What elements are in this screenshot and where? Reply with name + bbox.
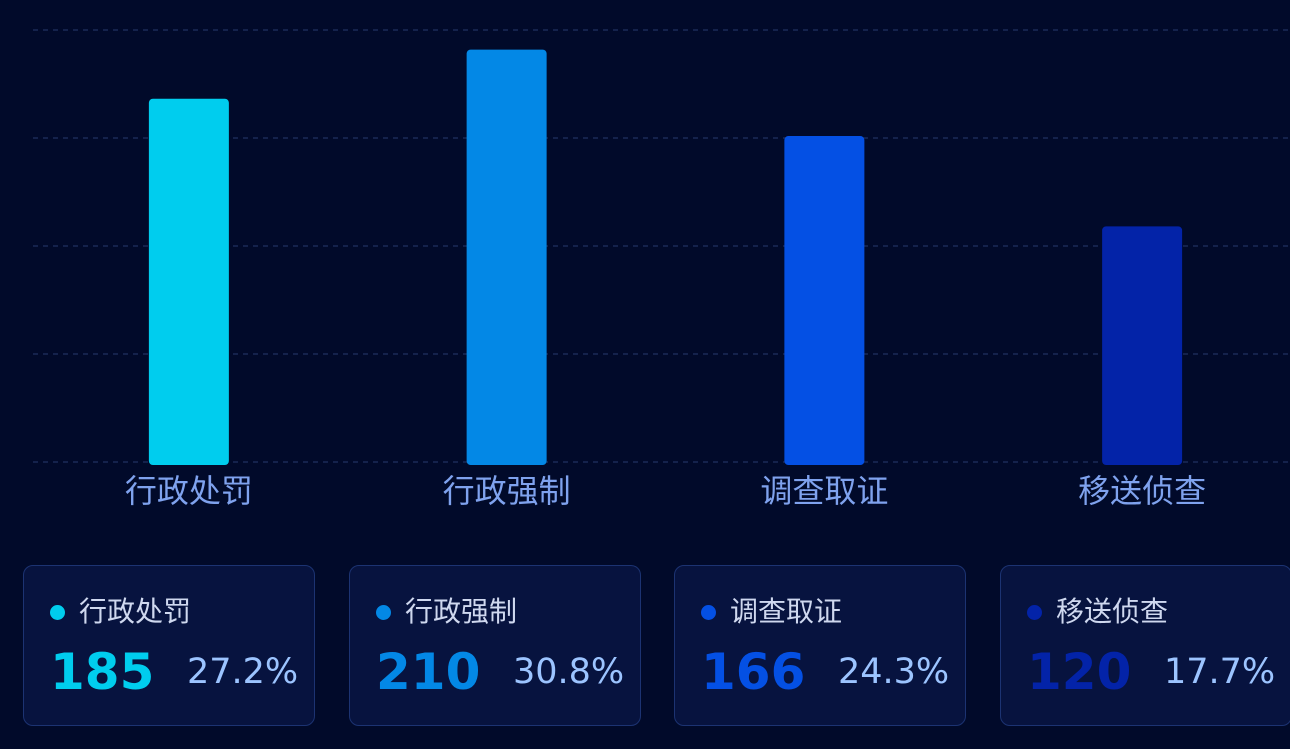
card-label: 移送侦查 (1056, 595, 1169, 628)
stat-card-administrative-enforcement: 行政强制 210 30.8% (349, 565, 641, 726)
card-count: 166 (701, 643, 806, 701)
x-tick-label: 行政强制 (443, 472, 571, 510)
stat-card-transfer: 移送侦查 120 17.7% (1000, 565, 1290, 726)
legend-dot (376, 604, 391, 620)
bar-3 (784, 136, 865, 465)
bar-1 (148, 98, 229, 466)
card-percent: 24.3% (838, 652, 950, 692)
card-percent: 17.7% (1164, 652, 1276, 692)
legend-dot (701, 604, 716, 620)
bar-2 (466, 49, 547, 466)
card-label: 调查取证 (730, 595, 843, 628)
x-tick-label: 行政处罚 (125, 472, 253, 510)
legend-dot (50, 604, 65, 620)
card-label: 行政处罚 (79, 595, 192, 628)
legend-dot (1027, 604, 1042, 620)
x-tick-label: 调查取证 (760, 472, 888, 510)
x-tick-label: 移送侦查 (1078, 472, 1206, 510)
stat-card-administrative-penalty: 行政处罚 185 27.2% (23, 565, 315, 726)
card-percent: 27.2% (187, 652, 299, 692)
bar-4 (1102, 226, 1183, 465)
card-count: 120 (1027, 643, 1132, 701)
card-percent: 30.8% (513, 652, 625, 692)
stat-card-investigation: 调查取证 166 24.3% (674, 565, 966, 726)
card-label: 行政强制 (405, 595, 518, 628)
bar-chart: 行政处罚 行政强制 调查取证 移送侦查 (33, 29, 1290, 510)
card-count: 210 (376, 643, 481, 701)
card-count: 185 (50, 643, 155, 701)
